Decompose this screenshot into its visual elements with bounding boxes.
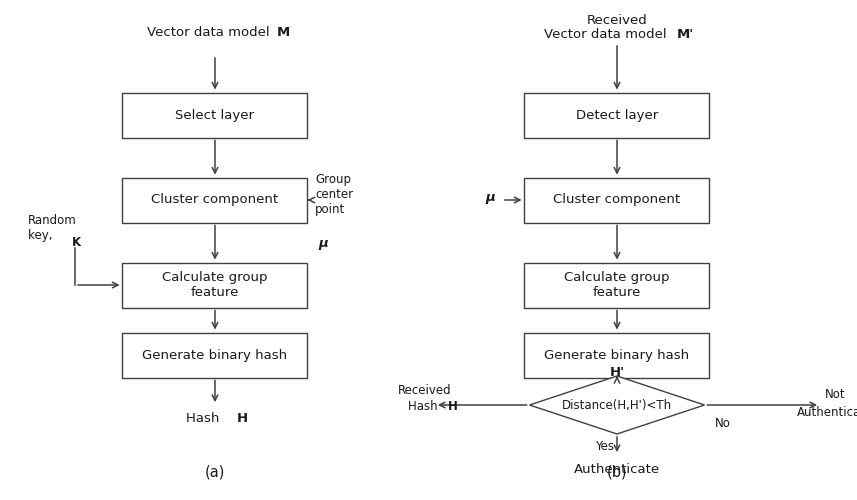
Text: Cluster component: Cluster component — [554, 194, 680, 206]
Text: Calculate group
feature: Calculate group feature — [564, 271, 670, 299]
Text: Vector data model: Vector data model — [147, 26, 273, 38]
Text: Not: Not — [824, 388, 845, 402]
Text: H: H — [237, 412, 249, 424]
Bar — [524, 332, 710, 378]
Text: Detect layer: Detect layer — [576, 108, 658, 122]
Text: Random
key,: Random key, — [28, 214, 77, 242]
Text: M': M' — [677, 28, 694, 42]
Text: Received: Received — [399, 384, 452, 398]
Polygon shape — [530, 376, 704, 434]
Text: Hash: Hash — [408, 400, 441, 413]
Bar — [123, 262, 308, 308]
Text: Yes: Yes — [596, 440, 614, 453]
Text: Select layer: Select layer — [176, 108, 255, 122]
Bar — [524, 178, 710, 222]
Text: Generate binary hash: Generate binary hash — [142, 348, 288, 362]
Bar — [524, 262, 710, 308]
Text: Authenticate: Authenticate — [574, 463, 660, 476]
Bar — [123, 332, 308, 378]
Text: Cluster component: Cluster component — [152, 194, 279, 206]
Text: Authenticate: Authenticate — [797, 406, 857, 420]
Bar — [524, 92, 710, 138]
Bar — [123, 178, 308, 222]
Text: Received: Received — [587, 14, 647, 26]
Text: H': H' — [609, 366, 625, 380]
Text: (b): (b) — [607, 464, 627, 479]
Text: μ: μ — [485, 190, 495, 203]
Bar — [123, 92, 308, 138]
Text: Vector data model: Vector data model — [543, 28, 670, 42]
Text: Hash: Hash — [186, 412, 224, 424]
Text: No: No — [715, 417, 730, 430]
Text: μ: μ — [318, 236, 327, 250]
Text: Generate binary hash: Generate binary hash — [544, 348, 690, 362]
Text: Group
center
point: Group center point — [315, 174, 353, 216]
Text: Distance(H,H')<Th: Distance(H,H')<Th — [562, 398, 672, 411]
Text: M: M — [277, 26, 291, 38]
Text: H: H — [448, 400, 458, 413]
Text: Calculate group
feature: Calculate group feature — [162, 271, 267, 299]
Text: K: K — [72, 236, 81, 248]
Text: (a): (a) — [205, 464, 225, 479]
